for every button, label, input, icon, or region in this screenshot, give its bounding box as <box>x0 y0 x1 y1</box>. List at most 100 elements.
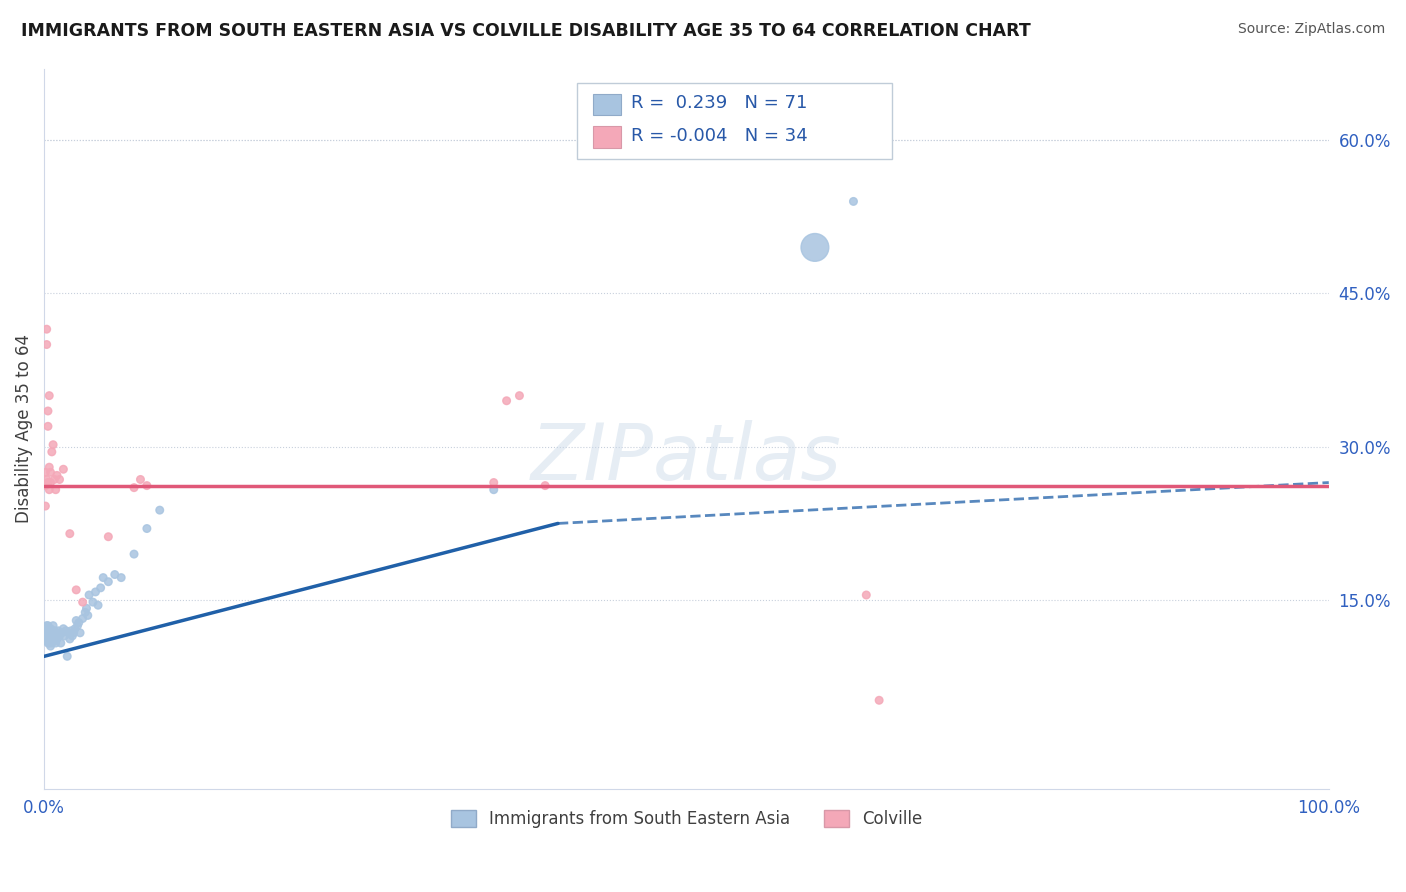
Point <box>65 614 87 628</box>
Bar <box>578 83 891 159</box>
Point <box>45 483 67 497</box>
Point <box>39 639 62 653</box>
Point <box>60 629 83 643</box>
Point <box>38 460 60 475</box>
Point <box>35 622 58 636</box>
Point <box>34 499 56 513</box>
Point <box>48 629 70 643</box>
Point <box>72 611 94 625</box>
Point <box>34 478 56 492</box>
Point <box>62 625 84 640</box>
Text: Source: ZipAtlas.com: Source: ZipAtlas.com <box>1237 22 1385 37</box>
Bar <box>593 94 621 115</box>
Point <box>38 629 60 643</box>
Point <box>35 625 58 640</box>
Point <box>35 632 58 646</box>
Point <box>135 478 157 492</box>
Point <box>38 624 60 638</box>
Point <box>37 618 59 632</box>
Point <box>482 483 505 497</box>
Point <box>34 629 56 643</box>
Point <box>842 194 865 209</box>
Text: R =  0.239   N = 71: R = 0.239 N = 71 <box>631 95 807 112</box>
Point <box>46 468 69 483</box>
Point <box>75 606 97 620</box>
Point <box>44 473 66 487</box>
Point <box>122 547 145 561</box>
Point <box>45 629 67 643</box>
Point <box>48 473 70 487</box>
Y-axis label: Disability Age 35 to 64: Disability Age 35 to 64 <box>15 334 32 524</box>
Point <box>44 629 66 643</box>
Point <box>35 322 58 336</box>
Point <box>67 615 90 630</box>
Point <box>87 598 110 612</box>
Point <box>46 624 69 638</box>
Point <box>39 625 62 640</box>
Point <box>37 625 59 640</box>
Text: ZIPatlas: ZIPatlas <box>531 420 842 496</box>
Point <box>37 419 59 434</box>
Point <box>52 622 75 636</box>
Text: IMMIGRANTS FROM SOUTH EASTERN ASIA VS COLVILLE DISABILITY AGE 35 TO 64 CORRELATI: IMMIGRANTS FROM SOUTH EASTERN ASIA VS CO… <box>21 22 1031 40</box>
Point <box>35 473 58 487</box>
Point <box>90 581 112 595</box>
Point <box>39 466 62 480</box>
Point <box>44 624 66 638</box>
Point <box>110 571 132 585</box>
Point <box>97 530 120 544</box>
Point <box>49 636 72 650</box>
Point <box>38 632 60 646</box>
Point <box>69 625 91 640</box>
Bar <box>593 126 621 148</box>
Point <box>91 571 114 585</box>
Point <box>41 445 63 459</box>
Point <box>58 625 80 640</box>
Point <box>42 438 65 452</box>
Point <box>76 601 98 615</box>
Point <box>51 625 73 640</box>
Point <box>34 466 56 480</box>
Point <box>45 636 67 650</box>
Point <box>53 629 76 643</box>
Point <box>76 608 98 623</box>
Point <box>55 624 77 638</box>
Point <box>39 634 62 648</box>
Point <box>52 462 75 476</box>
Point <box>855 588 877 602</box>
Point <box>534 478 557 492</box>
Point <box>38 483 60 497</box>
Point <box>77 588 100 602</box>
Point <box>38 389 60 403</box>
Point <box>44 634 66 648</box>
Point <box>37 636 59 650</box>
Point <box>35 337 58 351</box>
Point <box>37 624 59 638</box>
Point <box>66 618 89 632</box>
Point <box>72 595 94 609</box>
Point <box>37 404 59 418</box>
Point <box>46 632 69 646</box>
Point <box>41 636 63 650</box>
Point <box>37 475 59 490</box>
Point <box>41 624 63 638</box>
Point <box>39 622 62 636</box>
Point <box>37 629 59 643</box>
Point <box>35 618 58 632</box>
Point <box>46 625 69 640</box>
Point <box>42 618 65 632</box>
Point <box>84 585 107 599</box>
Point <box>60 624 83 638</box>
Point <box>122 481 145 495</box>
Point <box>42 625 65 640</box>
Point <box>39 475 62 490</box>
Point <box>129 473 152 487</box>
Point <box>149 503 172 517</box>
Point <box>482 475 505 490</box>
Point <box>34 625 56 640</box>
Point <box>65 582 87 597</box>
Point <box>97 574 120 589</box>
Point <box>104 567 127 582</box>
Point <box>135 522 157 536</box>
Point <box>59 526 82 541</box>
